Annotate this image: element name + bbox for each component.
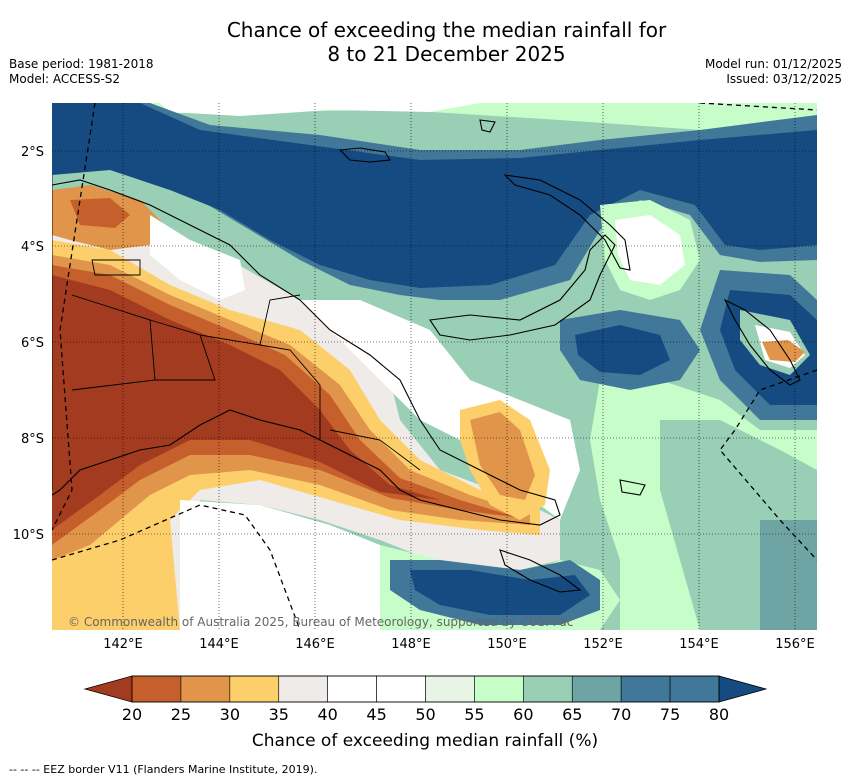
coast-mainland [52, 179, 561, 526]
colorbar-tick: 60 [513, 705, 533, 724]
base-period: Base period: 1981-2018 [9, 57, 154, 71]
colorbar: 20 25 30 35 40 45 50 55 60 65 70 75 80 [83, 675, 768, 724]
field-75-southeast [760, 520, 817, 630]
colorbar-cell [523, 675, 573, 703]
copyright-text: © Commonwealth of Australia 2025, Bureau… [68, 615, 573, 629]
border-enga [149, 319, 216, 381]
colorbar-high-arrow [718, 675, 768, 703]
issue-info: Model run: 01/12/2025 Issued: 03/12/2025 [705, 57, 842, 87]
field-50-newbritain [615, 215, 685, 285]
issued-date: Issued: 03/12/2025 [726, 72, 842, 86]
colorbar-frame [131, 675, 720, 703]
colorbar-tick: 55 [464, 705, 484, 724]
colorbar-cell [425, 675, 475, 703]
lat-label: 2°S [21, 145, 44, 160]
coast-new-ireland [503, 174, 631, 271]
lon-label: 152°E [583, 637, 623, 652]
colorbar-cell [131, 675, 182, 703]
colorbar-tick: 40 [317, 705, 337, 724]
colorbar-cell [376, 675, 426, 703]
colorbar-tick: 70 [611, 705, 631, 724]
colorbar-tick: 35 [269, 705, 289, 724]
field-50-north [160, 103, 480, 116]
colorbar-cell [229, 675, 280, 703]
map-field: © Commonwealth of Australia 2025, Bureau… [52, 103, 817, 630]
border-highlands [199, 334, 321, 440]
coast-louisiade [499, 549, 582, 593]
lat-label: 8°S [21, 432, 44, 447]
lon-label: 148°E [391, 637, 431, 652]
coast-island-2 [479, 119, 496, 133]
lon-label: 154°E [679, 637, 719, 652]
title-line-2: 8 to 21 December 2025 [327, 42, 566, 66]
colorbar-cell [180, 675, 231, 703]
field-30-east [470, 412, 535, 500]
lon-label: 142°E [103, 637, 143, 652]
border-madang [259, 294, 301, 346]
eez-south [52, 504, 301, 630]
model-run: Model run: 01/12/2025 [704, 57, 842, 71]
colorbar-tick: 65 [562, 705, 582, 724]
colorbar-cell [327, 675, 377, 703]
colorbar-cell [278, 675, 328, 703]
colorbar-tick: 80 [709, 705, 729, 724]
coast-island-1 [619, 479, 646, 496]
province-borders [52, 175, 421, 490]
field-25-northwest [70, 198, 130, 228]
lon-label: 150°E [487, 637, 527, 652]
border-western-1 [71, 294, 156, 391]
field-50-highlands [150, 215, 245, 300]
lon-labels: 142°E 144°E 146°E 148°E 150°E 152°E 154°… [103, 637, 815, 652]
coast-manus [338, 147, 391, 163]
eez-east [719, 369, 817, 561]
colorbar-tick: 75 [660, 705, 680, 724]
colorbar-tick: 25 [171, 705, 191, 724]
lat-label: 4°S [21, 240, 44, 255]
field-80-north [52, 103, 817, 288]
colorbar-cell [669, 675, 720, 703]
lon-label: 146°E [295, 637, 335, 652]
lon-label: 156°E [775, 637, 815, 652]
graticule [52, 103, 817, 630]
colorbar-cell [620, 675, 671, 703]
colorbar-low-arrow [83, 675, 133, 703]
colorbar-cell [571, 675, 622, 703]
coast-new-britain [429, 234, 616, 341]
lat-labels: 2°S 4°S 6°S 8°S 10°S [13, 145, 44, 543]
model-name: Model: ACCESS-S2 [9, 72, 121, 86]
lon-label: 144°E [199, 637, 239, 652]
colorbar-tick: 30 [220, 705, 240, 724]
eez-west [52, 103, 96, 531]
eez-legend: -- -- -- EEZ border V11 (Flanders Marine… [9, 763, 318, 776]
border-morobe [329, 429, 421, 471]
field-50-south [180, 500, 400, 630]
lat-label: 10°S [13, 528, 44, 543]
field-80-east-blob [575, 325, 670, 375]
colorbar-tick: 50 [415, 705, 435, 724]
field-20-land [52, 275, 440, 530]
eez-borders [52, 103, 817, 630]
colorbar-cell [474, 675, 524, 703]
eez-north [699, 103, 817, 111]
field-70-central [440, 330, 600, 400]
model-info: Base period: 1981-2018 Model: ACCESS-S2 [9, 57, 154, 87]
title-line-1: Chance of exceeding the median rainfall … [226, 18, 667, 42]
colorbar-tick: 20 [122, 705, 142, 724]
map-title: Chance of exceeding the median rainfall … [0, 18, 850, 66]
colorbar-tick: 45 [366, 705, 386, 724]
border-sandaun [91, 259, 141, 276]
lat-label: 6°S [21, 336, 44, 351]
field-80-south [410, 570, 590, 615]
colorbar-label: Chance of exceeding median rainfall (%) [251, 731, 599, 751]
